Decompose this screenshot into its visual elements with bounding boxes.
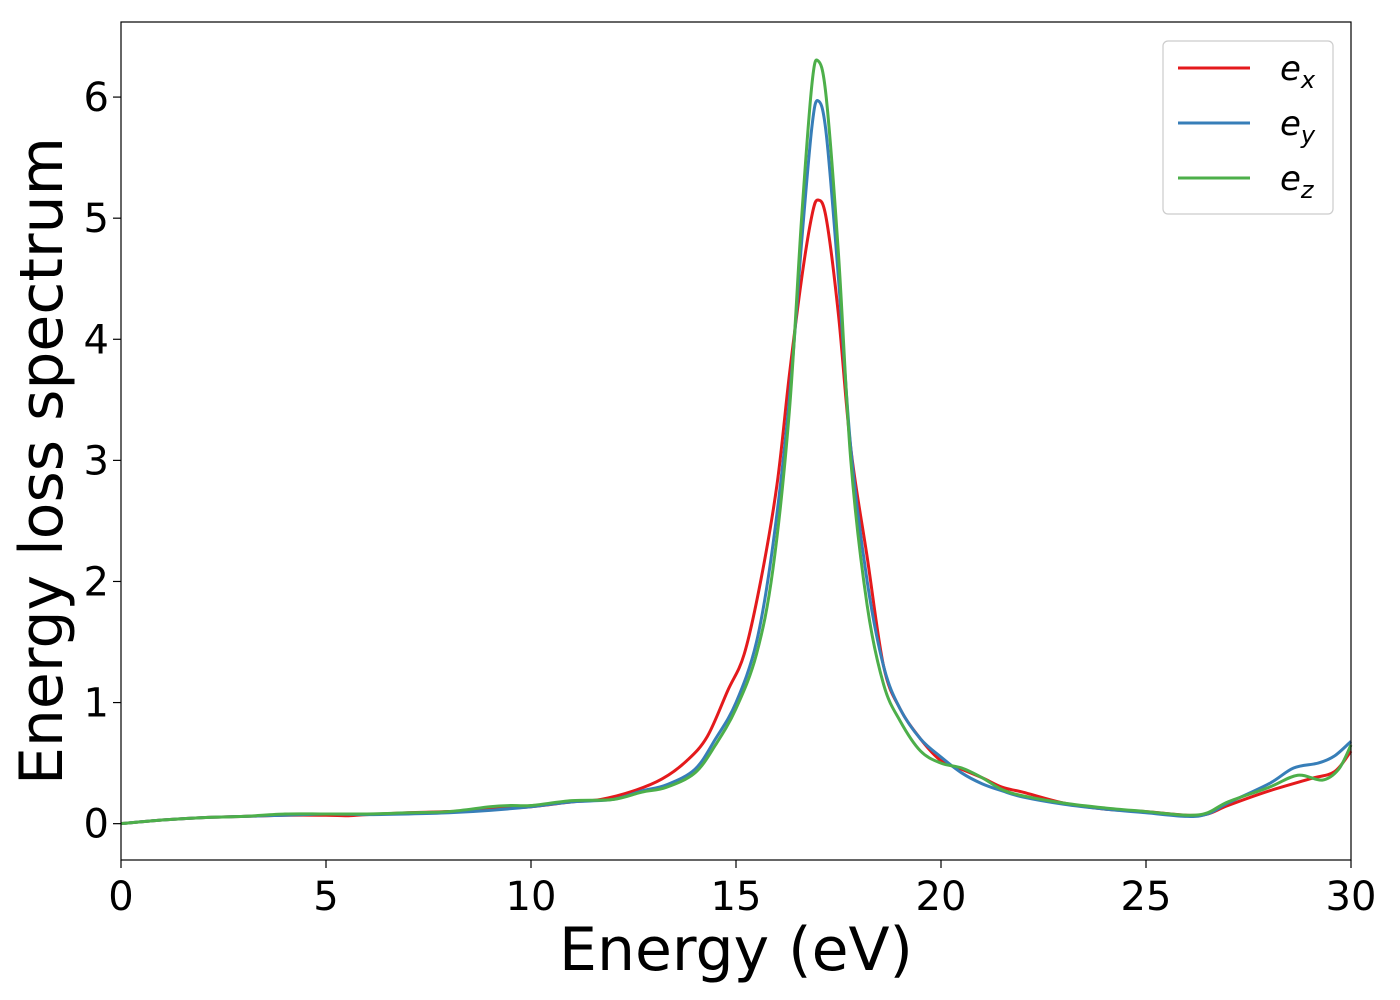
y-tick-label: 4 bbox=[84, 317, 109, 363]
legend-entry-ey: ey bbox=[1178, 104, 1316, 149]
x-tick-label: 30 bbox=[1326, 874, 1377, 920]
x-tick-label: 15 bbox=[711, 874, 762, 920]
legend: ex ey ez bbox=[1162, 40, 1334, 215]
series-line-ex bbox=[120, 198, 1353, 826]
y-tick-label: 1 bbox=[84, 681, 109, 727]
legend-box bbox=[1162, 40, 1334, 215]
y-tick-label: 5 bbox=[84, 196, 109, 242]
x-axis-ticks: 0 5 10 15 20 25 30 bbox=[108, 860, 1376, 920]
plot-lines bbox=[120, 58, 1353, 826]
x-tick-label: 20 bbox=[916, 874, 967, 920]
x-tick-label: 25 bbox=[1121, 874, 1172, 920]
y-tick-label: 0 bbox=[84, 802, 109, 848]
y-tick-label: 2 bbox=[84, 559, 109, 605]
y-tick-label: 6 bbox=[84, 75, 109, 121]
y-axis-ticks: 0 1 2 3 4 5 6 bbox=[84, 75, 121, 848]
x-tick-label: 10 bbox=[506, 874, 557, 920]
series-line-ez bbox=[120, 58, 1353, 826]
legend-entry-ez: ez bbox=[1178, 159, 1315, 204]
legend-entry-ex: ex bbox=[1178, 49, 1316, 94]
legend-label: ey bbox=[1280, 104, 1316, 149]
x-tick-label: 0 bbox=[108, 874, 133, 920]
x-axis-label: Energy (eV) bbox=[559, 915, 913, 985]
legend-label: ez bbox=[1280, 159, 1315, 204]
x-tick-label: 5 bbox=[313, 874, 338, 920]
y-tick-label: 3 bbox=[84, 438, 109, 484]
y-axis-label: Energy loss spectrum bbox=[7, 137, 77, 785]
legend-label: ex bbox=[1280, 49, 1316, 94]
